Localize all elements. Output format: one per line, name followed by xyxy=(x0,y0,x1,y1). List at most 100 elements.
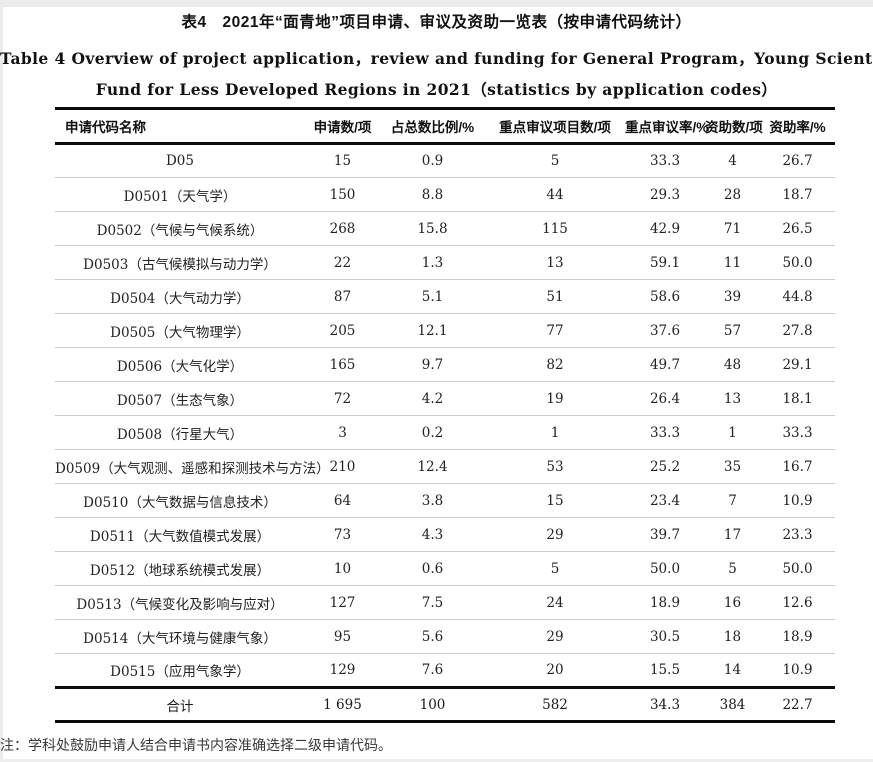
column-header: 资助率/% xyxy=(769,120,826,135)
code-name-cell: D0502（气候与气候系统） xyxy=(96,222,264,239)
table-row: D0511（大气数值模式发展） 73 4.3 29 39.7 17 23.3 xyxy=(55,518,835,552)
value-cell: 0.2 xyxy=(421,424,444,441)
value-cell: 0.9 xyxy=(421,153,444,169)
value-cell: 210 xyxy=(329,458,356,475)
table-caption-en-line2: Fund for Less Developed Regions in 2021（… xyxy=(95,80,778,99)
value-cell: 14 xyxy=(723,662,742,678)
value-cell: 13 xyxy=(546,254,564,271)
footnote: 注：学科处鼓励申请人结合申请书内容准确选择二级申请代码。 xyxy=(0,737,392,753)
value-cell: 10.9 xyxy=(782,492,813,509)
column-header: 申请代码名称 xyxy=(65,120,146,135)
value-cell: 5 xyxy=(550,153,560,169)
value-cell: 87 xyxy=(333,288,352,305)
value-cell: 95 xyxy=(333,628,352,645)
value-cell: 73 xyxy=(333,526,352,543)
total-label-cell: 合计 xyxy=(166,698,194,715)
page-edge-bottom xyxy=(0,759,873,762)
code-name-cell: D0504（大气动力学） xyxy=(110,290,250,307)
value-cell: 268 xyxy=(329,220,356,237)
value-cell: 23.3 xyxy=(782,526,813,543)
column-header: 申请数/项 xyxy=(313,120,372,135)
value-cell: 22 xyxy=(333,254,352,271)
value-cell: 50.0 xyxy=(782,254,813,271)
column-header: 资助数/项 xyxy=(705,120,763,135)
table-row: D0510（大气数据与信息技术） 64 3.8 15 23.4 7 10.9 xyxy=(55,484,835,518)
value-cell: 82 xyxy=(546,356,564,373)
column-header: 占总数比例/% xyxy=(390,120,475,135)
value-cell: 18 xyxy=(723,628,742,645)
page-edge-left xyxy=(0,0,3,762)
value-cell: 3 xyxy=(338,424,347,441)
value-cell: 44.8 xyxy=(782,288,813,305)
table-row: D0508（行星大气） 3 0.2 1 33.3 1 33.3 xyxy=(55,416,835,450)
code-name-cell: D0509（大气观测、遥感和探测技术与方法） xyxy=(55,460,330,477)
value-cell: 5 xyxy=(728,560,737,577)
value-cell: 4.3 xyxy=(421,526,444,543)
total-row: 合计 1 695 100 582 34.3 384 22.7 xyxy=(55,688,835,722)
table-caption-en-line1: Table 4 Overview of project application，… xyxy=(0,49,873,68)
value-cell: 150 xyxy=(329,186,356,203)
value-cell: 29 xyxy=(546,526,564,543)
value-cell: 24 xyxy=(546,594,564,611)
code-name-cell: D0503（古气候模拟与动力学） xyxy=(83,256,277,273)
value-cell: 51 xyxy=(546,288,564,305)
value-cell: 72 xyxy=(333,390,352,407)
value-cell: 71 xyxy=(723,220,742,237)
value-cell: 16.7 xyxy=(782,458,813,475)
value-cell: 35 xyxy=(723,458,742,475)
value-cell: 44 xyxy=(546,186,564,203)
code-name-cell: D0513（气候变化及影响与应对） xyxy=(76,596,284,613)
total-value-cell: 384 xyxy=(719,696,746,713)
table-row: D0512（地球系统模式发展） 10 0.6 5 50.0 5 50.0 xyxy=(55,552,835,586)
table-row: D0503（古气候模拟与动力学） 22 1.3 13 59.1 11 50.0 xyxy=(55,246,835,280)
funding-statistics-table: 申请代码名称 申请数/项 占总数比例/% 重点审议项目数/项 重点审议率/% 资助数/项资… xyxy=(55,107,835,723)
value-cell: 11 xyxy=(723,254,742,271)
column-header: 重点审议项目数/项 xyxy=(499,120,611,135)
value-cell: 64 xyxy=(333,492,352,509)
table-row: D05 15 0.9 5 33.3 4 26.7 xyxy=(55,144,835,178)
value-cell: 15.8 xyxy=(417,220,448,237)
value-cell: 30.5 xyxy=(649,628,681,645)
value-cell: 33.3 xyxy=(649,153,681,169)
table-row: D0507（生态气象） 72 4.2 19 26.4 13 18.1 xyxy=(55,382,835,416)
code-name-cell: D0506（大气化学） xyxy=(116,358,244,375)
value-cell: 29.3 xyxy=(649,186,681,203)
total-value-cell: 1 695 xyxy=(323,696,362,713)
code-name-cell: D0501（天气学） xyxy=(123,188,237,205)
value-cell: 7 xyxy=(728,492,737,509)
value-cell: 37.6 xyxy=(649,322,681,339)
value-cell: 127 xyxy=(329,594,356,611)
value-cell: 48 xyxy=(723,356,742,373)
column-header: 重点审议率/% xyxy=(625,120,709,135)
value-cell: 49.7 xyxy=(649,356,681,373)
code-name-cell: D0508（行星大气） xyxy=(116,426,244,443)
value-cell: 58.6 xyxy=(649,288,681,305)
value-cell: 33.3 xyxy=(782,424,813,441)
value-cell: 25.2 xyxy=(649,458,681,475)
code-name-cell: D0507（生态气象） xyxy=(116,392,244,409)
value-cell: 1 xyxy=(728,424,737,441)
value-cell: 23.4 xyxy=(649,492,681,509)
table-row: D0501（天气学） 150 8.8 44 29.3 28 18.7 xyxy=(55,178,835,212)
code-name-cell: D05 xyxy=(165,153,194,169)
value-cell: 12.4 xyxy=(417,458,448,475)
value-cell: 18.1 xyxy=(782,390,813,407)
value-cell: 16 xyxy=(723,594,742,611)
value-cell: 18.9 xyxy=(782,628,813,645)
value-cell: 59.1 xyxy=(649,254,681,271)
total-value-cell: 22.7 xyxy=(782,696,813,713)
value-cell: 5.6 xyxy=(421,628,444,645)
value-cell: 10.9 xyxy=(782,662,813,678)
value-cell: 26.4 xyxy=(649,390,681,407)
table-row: D0514（大气环境与健康气象） 95 5.6 29 30.5 18 18.9 xyxy=(55,620,835,654)
code-name-cell: D0515（应用气象学） xyxy=(110,664,250,680)
table-row: D0515（应用气象学） 129 7.6 20 15.5 14 10.9 xyxy=(55,654,835,688)
value-cell: 42.9 xyxy=(649,220,681,237)
code-name-cell: D0512（地球系统模式发展） xyxy=(89,562,271,579)
value-cell: 17 xyxy=(723,526,742,543)
value-cell: 1.3 xyxy=(421,254,444,271)
total-value-cell: 100 xyxy=(419,696,446,713)
value-cell: 57 xyxy=(723,322,742,339)
table-body: D05 15 0.9 5 33.3 4 26.7 D0501（天气学） 150 8.8 44 29.3… xyxy=(55,144,835,688)
value-cell: 10 xyxy=(333,560,352,577)
